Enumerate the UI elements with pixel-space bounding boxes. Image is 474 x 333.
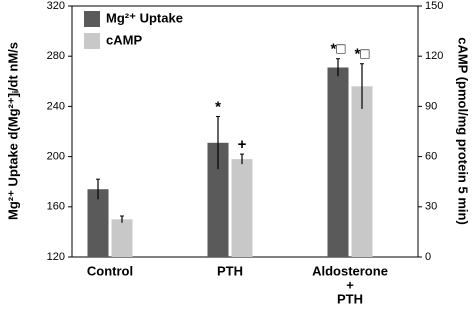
y-axis-label: Mg²⁺ Uptake d(Mg²⁺]ᵢ/dt nM/s [5,42,20,220]
x-tick-label: PTH [217,263,243,278]
y2-tick-label: 60 [425,151,437,163]
y2-tick-label: 120 [425,50,443,62]
legend-label: Mg²⁺ Uptake [106,10,183,25]
x-tick-label: Aldosterone [312,263,388,278]
y2-tick-label: 0 [425,251,431,263]
y-tick-label: 320 [47,0,65,12]
bar [87,189,109,257]
y2-tick-label: 90 [425,100,437,112]
y2-tick-label: 30 [425,201,437,213]
legend-label: cAMP [106,32,142,47]
y-tick-label: 240 [47,100,65,112]
annotation: *□ [331,41,346,58]
y-tick-label: 160 [47,201,65,213]
x-tick-label: Control [87,263,133,278]
bar [231,159,253,257]
legend-swatch [84,33,100,49]
y-tick-label: 120 [47,251,65,263]
y2-axis-label: cAMP (pmol/mg protein 5 min) [456,37,471,225]
bar [327,67,349,258]
y-tick-label: 200 [47,151,65,163]
annotation: + [238,136,247,153]
x-tick-label: + [346,277,354,292]
bar [351,86,373,257]
annotation: *□ [355,46,370,63]
y-tick-label: 280 [47,50,65,62]
legend-swatch [84,11,100,27]
x-tick-label: PTH [337,291,363,306]
bar [111,219,133,257]
annotation: * [215,98,221,115]
y2-tick-label: 150 [425,0,443,12]
bar [207,142,229,257]
